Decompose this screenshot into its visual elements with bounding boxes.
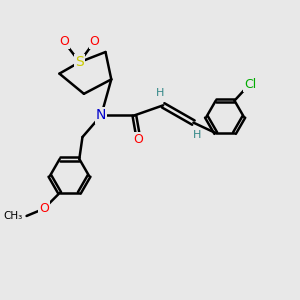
Text: O: O [90,35,100,48]
Text: CH₃: CH₃ [3,211,22,221]
Text: O: O [39,202,49,215]
Text: H: H [193,130,201,140]
Text: Cl: Cl [244,78,256,91]
Text: O: O [134,134,144,146]
Text: S: S [75,55,84,69]
Text: O: O [59,35,69,48]
Text: N: N [96,108,106,122]
Text: H: H [155,88,164,98]
